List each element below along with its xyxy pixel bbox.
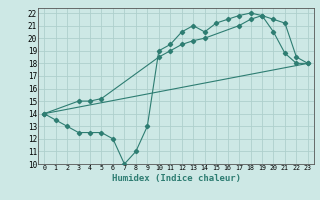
X-axis label: Humidex (Indice chaleur): Humidex (Indice chaleur)	[111, 174, 241, 183]
